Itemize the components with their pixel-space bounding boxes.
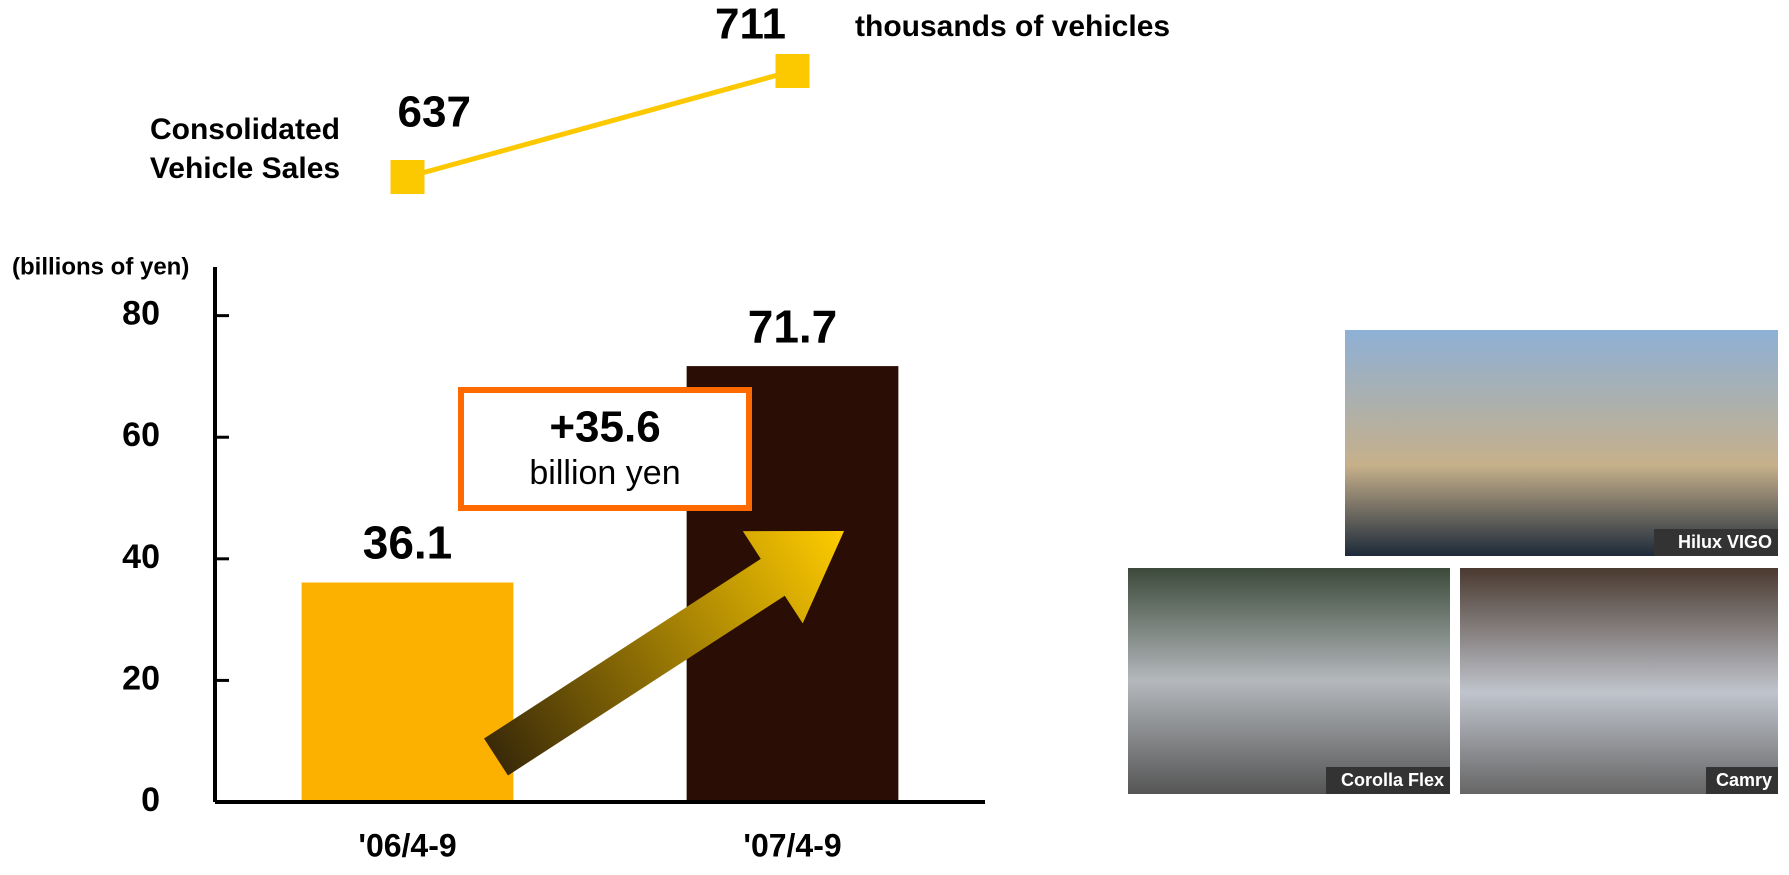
value-label: 637 — [398, 88, 471, 137]
caption-bg — [1706, 767, 1778, 794]
value-label: 711 — [715, 0, 786, 49]
value-label: 71.7 — [748, 300, 838, 352]
photos: Hilux VIGO Corolla Flex Camry — [1128, 330, 1778, 794]
annotation-unit: billion yen — [529, 454, 680, 492]
photo-caption: Camry — [1716, 770, 1772, 790]
y-tick-label: 80 — [122, 295, 160, 333]
y-tick-label: 20 — [122, 659, 160, 697]
photo-caption: Hilux VIGO — [1678, 532, 1772, 552]
y-tick-label: 40 — [122, 538, 160, 576]
photo — [1345, 330, 1778, 556]
y-tick-label: 0 — [141, 781, 160, 819]
point-marker — [390, 160, 425, 194]
bar-chart: 0 20 40 60 80 36.1 '06/4-9 71.7 '07/4-9 — [122, 267, 985, 863]
series-line — [406, 68, 794, 180]
x-tick-label: '06/4-9 — [358, 827, 456, 863]
y-tick-label: 60 — [122, 416, 160, 454]
value-label: 36.1 — [363, 517, 453, 569]
caption-bg — [1654, 529, 1778, 556]
line-chart: 637 711 Consolidated Vehicle Sales — [150, 0, 810, 194]
photo — [1128, 568, 1450, 794]
bar — [301, 582, 514, 802]
photo-caption: Corolla Flex — [1341, 770, 1444, 790]
unit-label: thousands of vehicles — [855, 10, 1170, 43]
growth-arrow — [484, 530, 845, 776]
y-axis-label: (billions of yen) — [12, 253, 189, 280]
legend-label: Consolidated Vehicle Sales — [150, 113, 340, 185]
caption-bg — [1326, 767, 1450, 794]
x-tick-label: '07/4-9 — [743, 827, 841, 863]
photo — [1460, 568, 1778, 794]
annotation-value: +35.6 — [549, 403, 660, 452]
annotation-box — [458, 387, 752, 511]
point-marker — [775, 54, 810, 88]
